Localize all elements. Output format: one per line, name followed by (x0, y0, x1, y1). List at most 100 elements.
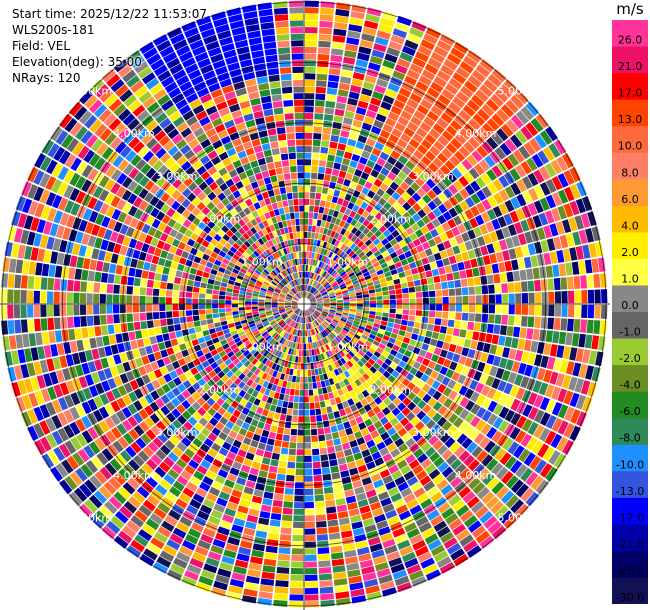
velocity-gate (69, 255, 78, 268)
velocity-gate (258, 245, 265, 253)
velocity-gate (295, 469, 304, 476)
velocity-gate (491, 132, 504, 146)
velocity-gate (458, 450, 471, 462)
velocity-gate (304, 568, 318, 575)
velocity-gate (374, 457, 385, 467)
velocity-gate (213, 247, 221, 255)
velocity-gate (304, 245, 307, 252)
velocity-gate (309, 286, 313, 293)
velocity-gate (520, 376, 530, 389)
velocity-gate (346, 562, 360, 571)
velocity-gate (367, 190, 376, 199)
velocity-gate (446, 172, 458, 183)
velocity-gate (194, 545, 209, 557)
velocity-gate (246, 370, 254, 379)
velocity-gate (235, 278, 243, 284)
velocity-gate (404, 422, 414, 432)
velocity-gate (281, 290, 288, 294)
velocity-gate (260, 136, 270, 145)
velocity-gate (272, 279, 279, 285)
velocity-gate (312, 342, 316, 349)
velocity-gate (409, 339, 417, 347)
velocity-gate (241, 264, 249, 271)
velocity-gate (329, 309, 336, 313)
velocity-gate (130, 539, 145, 553)
velocity-gate (332, 271, 338, 278)
velocity-gate (285, 298, 292, 301)
velocity-gate (258, 264, 265, 271)
velocity-gate (290, 172, 297, 180)
velocity-gate (156, 265, 164, 274)
velocity-gate (145, 253, 153, 263)
velocity-gate (402, 309, 409, 315)
velocity-gate (125, 226, 135, 238)
velocity-gate (176, 393, 186, 404)
velocity-gate (36, 219, 46, 233)
velocity-gate (141, 329, 149, 338)
velocity-gate (500, 104, 515, 118)
velocity-gate (91, 348, 100, 360)
velocity-gate (11, 381, 21, 397)
velocity-gate (397, 216, 406, 225)
velocity-gate (392, 397, 402, 407)
velocity-gate (133, 277, 141, 287)
velocity-gate (129, 379, 139, 391)
velocity-gate (380, 532, 393, 542)
velocity-gate (290, 313, 296, 319)
velocity-gate (296, 152, 304, 159)
velocity-gate (453, 215, 463, 226)
velocity-gate (368, 62, 381, 72)
velocity-gate (150, 471, 162, 483)
velocity-gate (204, 266, 212, 274)
velocity-gate (471, 501, 485, 514)
velocity-gate (174, 277, 182, 284)
velocity-gate (310, 304, 317, 306)
velocity-gate (520, 487, 535, 502)
velocity-gate (277, 319, 284, 325)
velocity-gate (205, 105, 218, 116)
velocity-gate (314, 282, 320, 288)
velocity-gate (220, 216, 229, 225)
velocity-gate (285, 299, 292, 302)
velocity-gate (295, 382, 300, 390)
velocity-gate (146, 304, 153, 312)
velocity-gate (27, 319, 35, 333)
velocity-gate (294, 205, 299, 212)
velocity-gate (281, 280, 287, 286)
velocity-gate (347, 433, 356, 442)
velocity-gate (460, 321, 468, 330)
velocity-gate (401, 245, 410, 253)
velocity-gate (383, 202, 392, 211)
velocity-gate (282, 166, 290, 174)
velocity-gate (117, 385, 128, 397)
velocity-gate (432, 439, 444, 451)
velocity-gate (135, 357, 144, 368)
velocity-gate (488, 314, 495, 324)
velocity-gate (314, 402, 321, 409)
velocity-gate (145, 345, 153, 355)
velocity-gate (477, 127, 490, 140)
velocity-gate (417, 400, 427, 410)
velocity-gate (248, 345, 255, 353)
velocity-gate (253, 455, 263, 463)
velocity-gate (270, 175, 278, 183)
velocity-gate (258, 8, 273, 17)
velocity-gate (376, 568, 391, 578)
velocity-gate (383, 379, 392, 388)
velocity-gate (264, 388, 271, 396)
velocity-gate (406, 98, 419, 110)
velocity-gate (246, 229, 254, 238)
velocity-gate (77, 448, 90, 463)
velocity-gate (170, 338, 179, 347)
velocity-gate (50, 344, 59, 357)
velocity-gate (409, 63, 423, 74)
velocity-gate (96, 452, 109, 466)
velocity-gate (141, 523, 156, 536)
velocity-gate (456, 433, 468, 445)
velocity-gate (413, 487, 426, 498)
velocity-gate (225, 212, 233, 221)
velocity-gate (353, 345, 360, 353)
velocity-gate (224, 242, 232, 250)
velocity-gate (186, 116, 198, 127)
velocity-gate (263, 450, 272, 459)
